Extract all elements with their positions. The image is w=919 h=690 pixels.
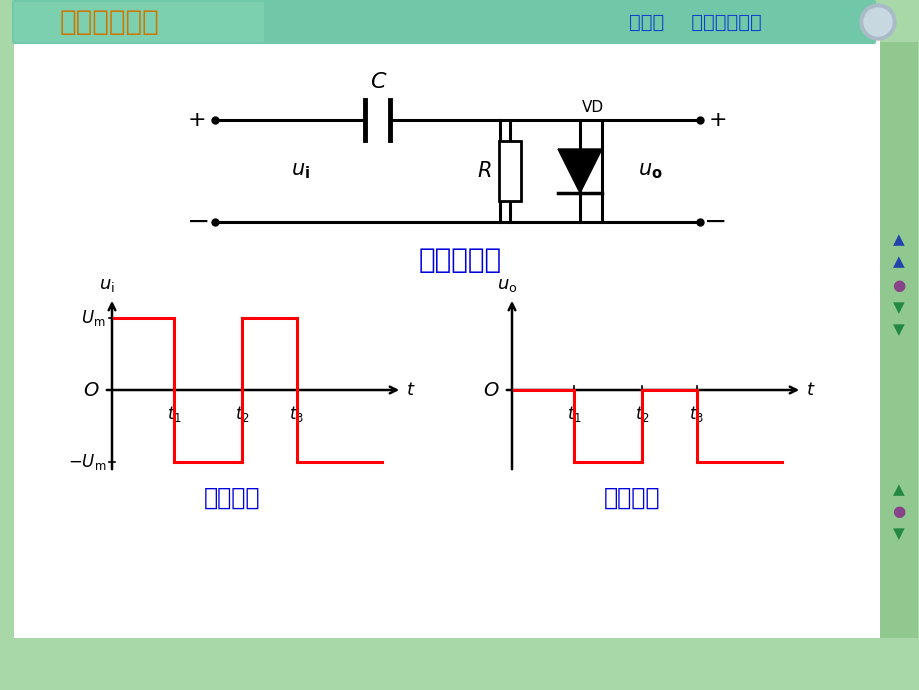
Text: $t_3$: $t_3$ [289, 404, 304, 424]
Text: $t_3$: $t_3$ [688, 404, 704, 424]
Text: $u_{\mathbf{o}}$: $u_{\mathbf{o}}$ [637, 161, 662, 181]
Bar [14, 28, 879, 638]
Text: ▼: ▼ [892, 526, 904, 542]
Text: $-U_{\rm m}$: $-U_{\rm m}$ [67, 452, 106, 472]
Text: ▼: ▼ [892, 301, 904, 315]
FancyBboxPatch shape [12, 0, 875, 44]
Text: 输入波形: 输入波形 [203, 486, 260, 510]
Text: ▲: ▲ [892, 255, 904, 270]
Text: $u_{\mathbf{i}}$: $u_{\mathbf{i}}$ [290, 161, 309, 181]
Text: 第一章    半导体二极管: 第一章 半导体二极管 [628, 12, 761, 32]
Bar [14, 2, 264, 42]
Bar [879, 42, 917, 638]
Text: $t$: $t$ [405, 381, 415, 399]
Text: 输出波形: 输出波形 [603, 486, 660, 510]
Text: $t$: $t$ [805, 381, 815, 399]
Text: R: R [477, 161, 492, 181]
Text: ●: ● [891, 277, 904, 293]
Circle shape [859, 4, 895, 40]
Text: $u_{\rm o}$: $u_{\rm o}$ [496, 276, 516, 294]
Text: ▲: ▲ [892, 233, 904, 248]
Circle shape [863, 8, 891, 36]
Text: $u_{\rm i}$: $u_{\rm i}$ [99, 276, 115, 294]
Text: $t_2$: $t_2$ [634, 404, 649, 424]
Text: ▲: ▲ [892, 482, 904, 497]
Text: +: + [187, 110, 206, 130]
Text: $U_{\rm m}$: $U_{\rm m}$ [82, 308, 106, 328]
Text: $O$: $O$ [84, 380, 100, 400]
Text: 模拟电子技术: 模拟电子技术 [60, 8, 160, 36]
Text: ▼: ▼ [892, 322, 904, 337]
Text: $O$: $O$ [482, 380, 499, 400]
Text: $t_1$: $t_1$ [566, 404, 581, 424]
Text: −: − [704, 208, 727, 236]
Text: +: + [708, 110, 727, 130]
Text: 正钳位电路: 正钳位电路 [418, 246, 501, 274]
Text: VD: VD [582, 100, 604, 115]
Bar [498, 141, 520, 201]
Polygon shape [558, 149, 601, 193]
Text: ●: ● [891, 504, 904, 520]
Text: $t_1$: $t_1$ [166, 404, 181, 424]
Text: $t_2$: $t_2$ [234, 404, 249, 424]
Text: −: − [187, 208, 210, 236]
Text: C: C [369, 72, 385, 92]
